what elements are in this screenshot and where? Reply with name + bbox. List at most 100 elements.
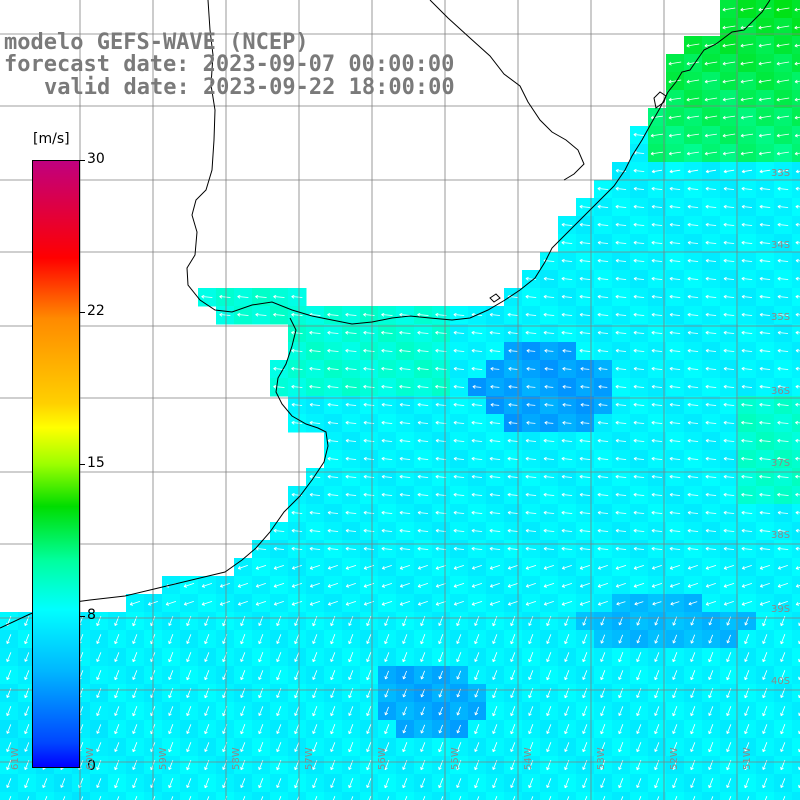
wind-arrow — [723, 222, 735, 227]
wind-arrow — [776, 61, 790, 66]
wind-arrow — [740, 133, 754, 138]
wind-cell — [666, 792, 685, 800]
wind-arrow — [687, 169, 699, 174]
wind-arrow — [399, 312, 411, 317]
wind-cell — [432, 792, 451, 800]
wind-arrow — [633, 204, 645, 209]
wind-cell — [558, 792, 577, 800]
wind-arrow — [795, 258, 800, 263]
wind-arrow — [776, 133, 790, 138]
wind-cell — [792, 288, 800, 307]
wind-arrow — [741, 276, 753, 281]
wind-arrow — [758, 97, 772, 102]
wind-arrow — [740, 43, 754, 48]
wind-arrow — [651, 258, 663, 263]
wind-cell — [540, 792, 559, 800]
wind-arrow — [291, 312, 303, 317]
wind-arrow — [687, 222, 699, 227]
wind-cell — [792, 738, 800, 757]
wind-arrow — [704, 115, 718, 120]
lon-label: 60W — [85, 747, 96, 770]
wind-cell — [0, 792, 19, 800]
wind-arrow — [740, 61, 754, 66]
wind-cell — [252, 792, 271, 800]
wind-cell — [216, 792, 235, 800]
wind-arrow — [687, 240, 699, 245]
wind-arrow — [237, 312, 249, 317]
lon-label: 56W — [377, 747, 388, 770]
wind-arrow — [525, 276, 537, 281]
wind-cell — [756, 792, 775, 800]
lon-label: 54W — [523, 747, 534, 770]
colorbar-tick-mark — [79, 616, 85, 617]
wind-arrow — [795, 240, 800, 245]
wind-arrow — [327, 312, 339, 317]
wind-cell — [522, 792, 541, 800]
wind-arrow — [795, 186, 800, 191]
wind-arrow — [758, 25, 772, 30]
wind-arrow — [651, 222, 663, 227]
wind-arrow — [723, 186, 735, 191]
wind-arrow — [705, 276, 717, 281]
wind-cell — [270, 792, 289, 800]
wind-cell — [306, 792, 325, 800]
valid-date: valid date: 2023-09-22 18:00:00 — [44, 75, 455, 100]
wind-arrow — [759, 276, 771, 281]
wind-arrow — [705, 240, 717, 245]
wind-cell — [72, 792, 91, 800]
wind-arrow — [561, 222, 573, 227]
wind-arrow — [668, 151, 681, 156]
wind-arrow — [758, 43, 772, 48]
wind-arrow — [633, 240, 645, 245]
wind-arrow — [651, 294, 663, 299]
wind-arrow — [651, 186, 663, 191]
wind-arrow — [758, 115, 772, 120]
wind-arrow — [722, 43, 736, 48]
wind-arrow — [723, 276, 735, 281]
wind-arrow — [686, 43, 700, 48]
wind-arrow — [669, 222, 681, 227]
wind-cell — [630, 792, 649, 800]
lat-label: 33S — [771, 168, 791, 179]
colorbar — [32, 160, 80, 768]
lon-label: 53W — [596, 747, 607, 770]
wind-arrow — [705, 186, 717, 191]
wind-arrow — [651, 204, 663, 209]
colorbar-tick-mark — [79, 464, 85, 465]
wind-arrow — [237, 294, 249, 299]
wind-arrow — [345, 312, 357, 317]
wind-cell — [792, 540, 800, 559]
wind-arrow — [741, 169, 753, 174]
wind-arrow — [777, 258, 789, 263]
wind-arrow — [723, 240, 735, 245]
wind-arrow — [633, 222, 645, 227]
wind-cell — [702, 792, 721, 800]
wind-arrow — [740, 7, 754, 12]
wind-arrow — [633, 258, 645, 263]
wind-arrow — [687, 258, 699, 263]
wind-arrow — [633, 168, 645, 173]
wind-arrow — [722, 79, 736, 84]
wind-arrow — [794, 7, 800, 12]
wind-arrow — [740, 151, 754, 156]
lon-label: 58W — [231, 747, 242, 770]
wind-arrow — [686, 115, 700, 120]
wind-arrow — [255, 312, 267, 317]
colorbar-tick-22: 22 — [87, 303, 105, 319]
wind-cell — [792, 378, 800, 397]
lat-label: 36S — [771, 386, 791, 397]
lon-label: 57W — [304, 747, 315, 770]
wind-arrow — [795, 222, 800, 227]
wind-cell — [504, 792, 523, 800]
wind-arrow — [686, 133, 700, 138]
colorbar-unit: [m/s] — [33, 131, 70, 147]
wind-arrow — [615, 258, 627, 263]
wind-arrow — [740, 79, 754, 84]
wind-arrow — [615, 294, 627, 299]
wind-arrow — [777, 240, 789, 245]
wind-arrow — [740, 97, 754, 102]
wind-arrow — [794, 133, 800, 138]
wind-cell — [792, 684, 800, 703]
wind-cell — [792, 180, 800, 199]
